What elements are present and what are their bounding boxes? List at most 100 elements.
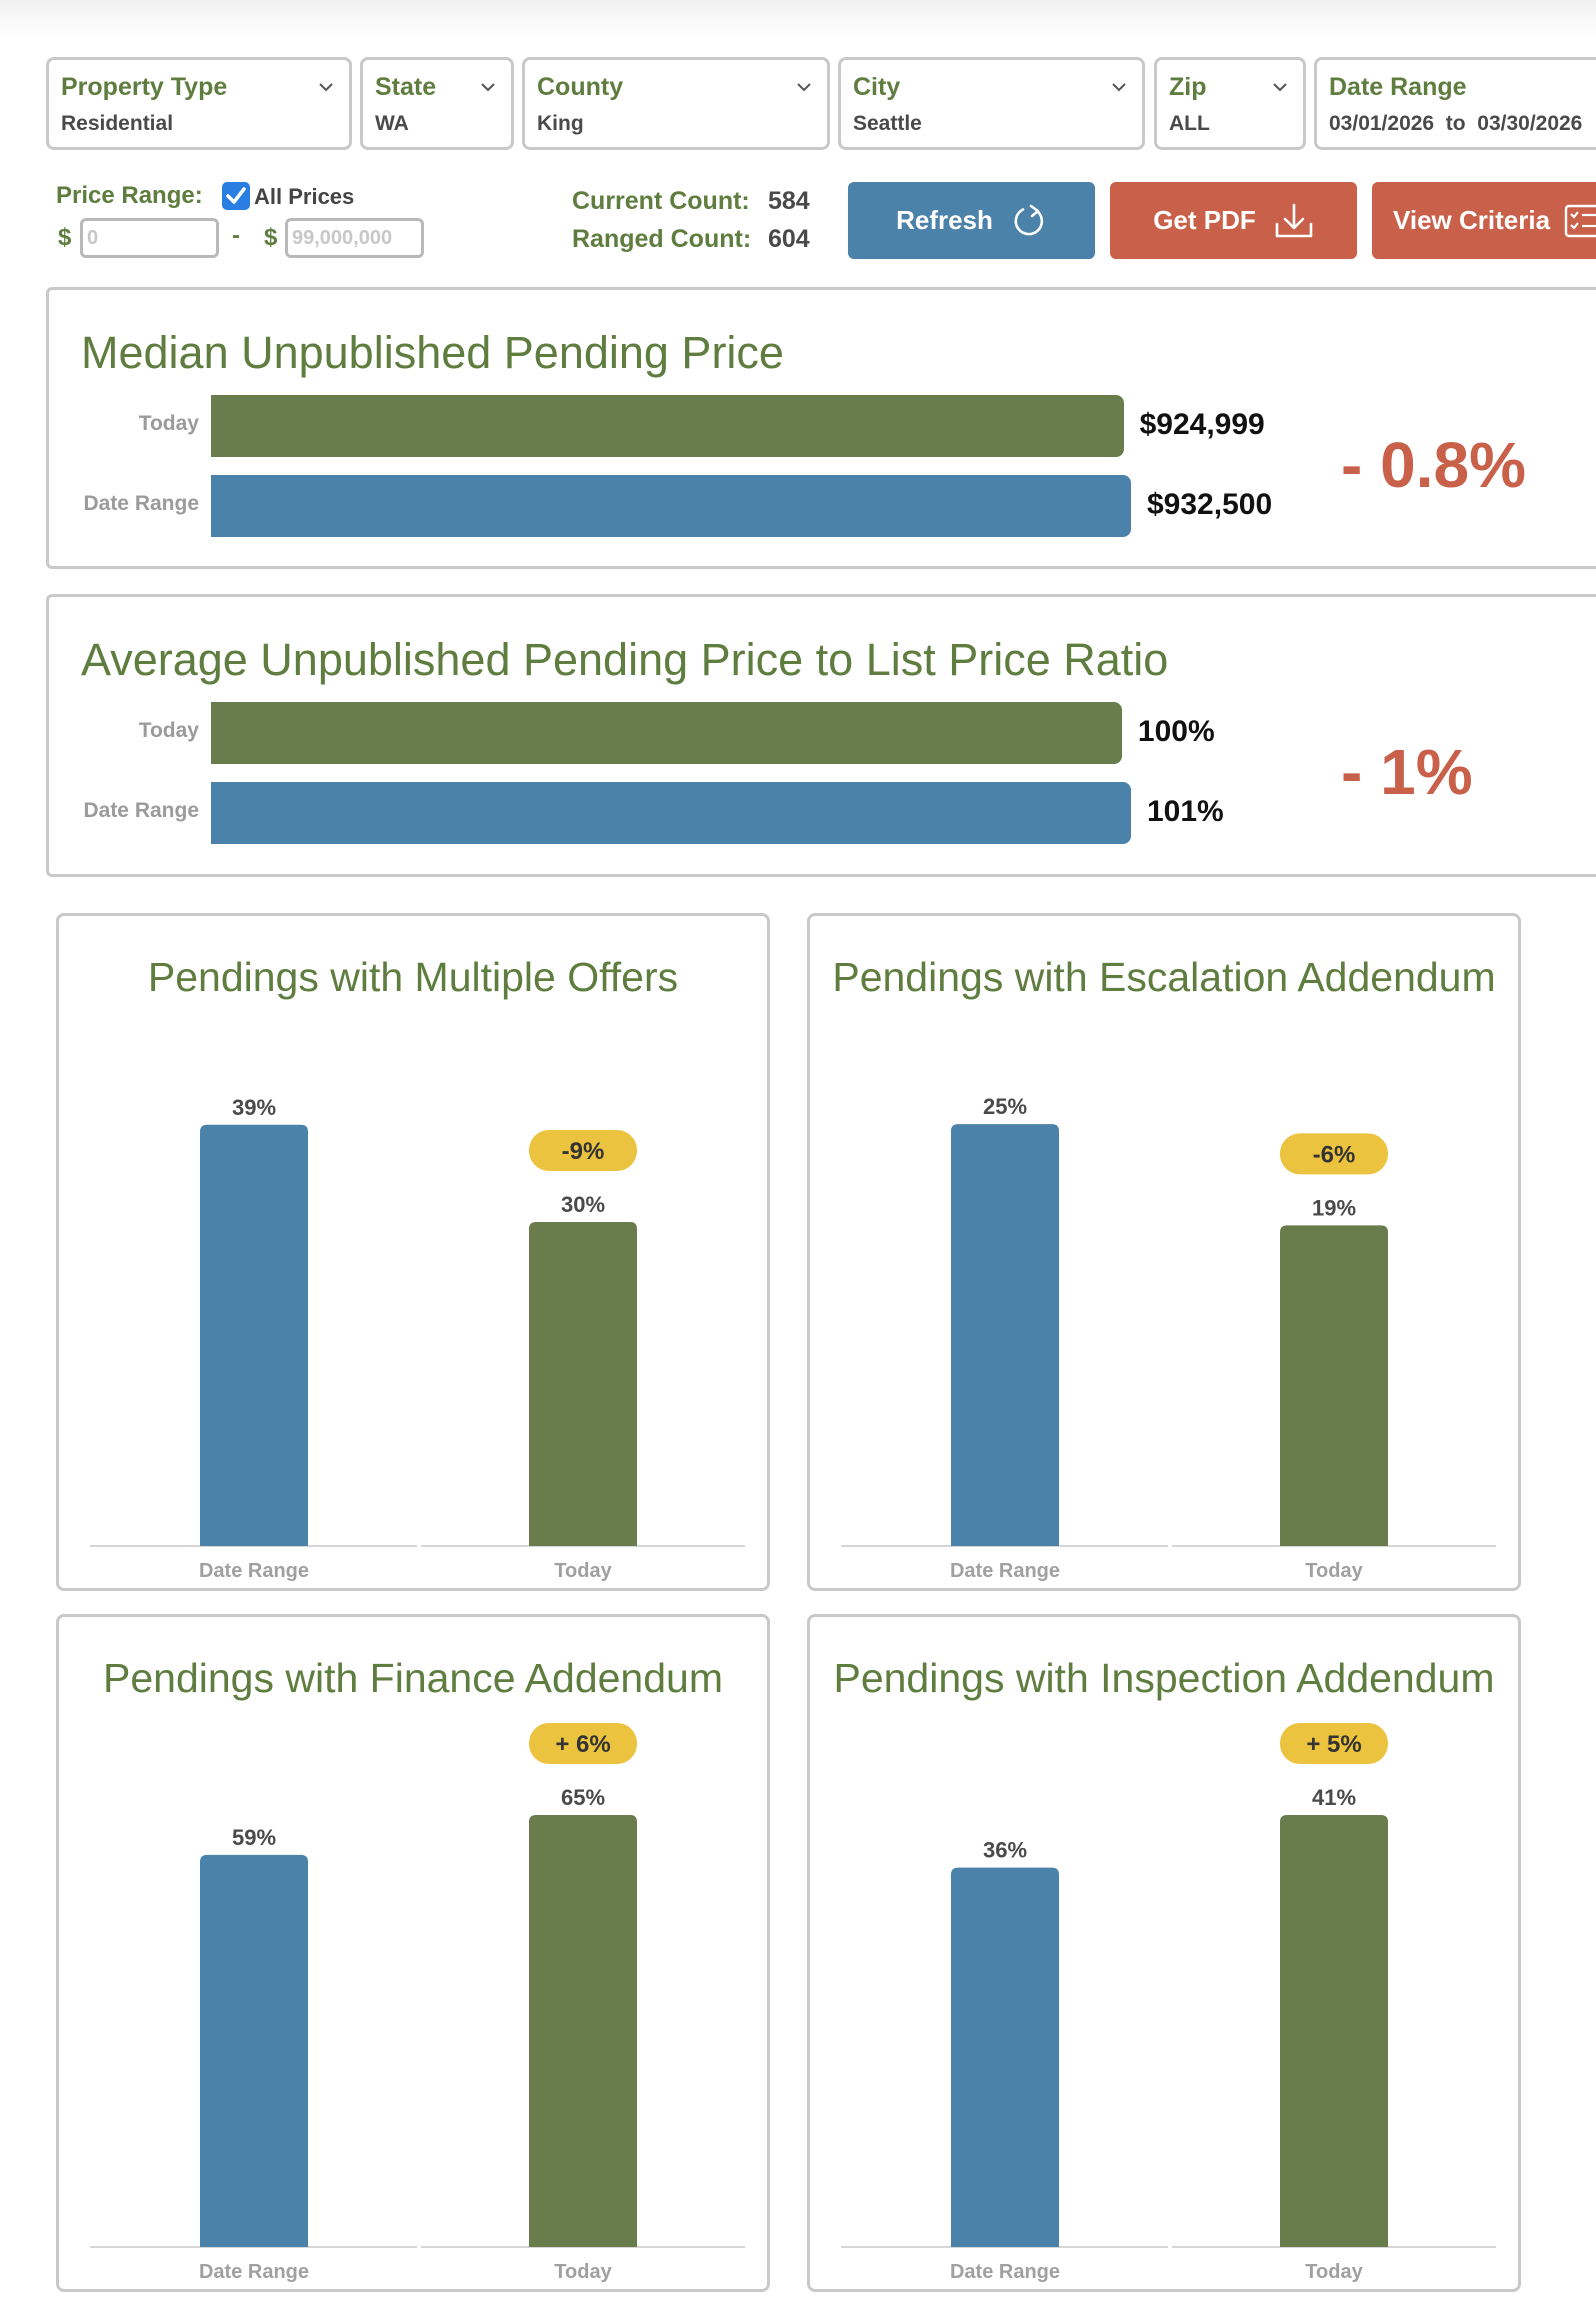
change-badge-label: + 6% — [555, 1731, 610, 1758]
median-price-panel: Median Unpublished Pending Price Today $… — [46, 287, 1596, 569]
chevron-down-icon — [481, 83, 495, 92]
checklist-icon — [1564, 204, 1596, 237]
zip-dropdown[interactable]: Zip ALL — [1154, 57, 1306, 150]
category-label: Today — [1305, 1560, 1363, 1582]
chevron-down-icon — [1273, 83, 1287, 92]
city-dropdown[interactable]: City Seattle — [838, 57, 1145, 150]
zip-label: Zip — [1169, 73, 1207, 101]
county-label: County — [537, 73, 624, 101]
property-type-label: Property Type — [61, 73, 228, 101]
change-badge-label: -9% — [562, 1138, 605, 1165]
chevron-down-icon — [1112, 83, 1126, 92]
date-range-value: $932,500 — [1147, 488, 1273, 521]
chevron-down-icon — [319, 83, 333, 92]
zip-value: ALL — [1169, 112, 1210, 135]
category-label: Today — [554, 2261, 612, 2283]
top-shadow — [0, 0, 1596, 38]
current-count-value: 584 — [768, 187, 810, 215]
state-value: WA — [375, 112, 409, 135]
chart-title: Pendings with Inspection Addendum — [833, 1655, 1495, 1701]
bar-date-range — [951, 1124, 1059, 1546]
refresh-button[interactable]: Refresh — [848, 182, 1095, 259]
bar-value-label: 36% — [983, 1838, 1027, 1863]
category-label: Date Range — [199, 2261, 309, 2283]
multiple-offers-chart: 39% Date Range 30% Today -9% — [90, 1095, 745, 1582]
ranged-count-value: 604 — [768, 225, 810, 253]
download-icon — [1275, 203, 1313, 237]
refresh-label: Refresh — [896, 205, 993, 235]
all-prices-label: All Prices — [254, 184, 355, 209]
city-label: City — [853, 73, 901, 101]
current-count-label: Current Count: — [572, 187, 750, 215]
today-label: Today — [138, 412, 199, 435]
price-ratio-panel: Average Unpublished Pending Price to Lis… — [46, 594, 1596, 877]
property-type-value: Residential — [61, 112, 174, 135]
view-criteria-button[interactable]: View Criteria — [1372, 182, 1596, 259]
bar-date-range — [951, 1867, 1059, 2247]
bar-value-label: 30% — [561, 1192, 605, 1217]
chevron-down-icon — [797, 83, 811, 92]
county-value: King — [537, 112, 584, 135]
date-range-bar — [211, 475, 1131, 537]
category-label: Today — [1305, 2261, 1363, 2283]
price-ratio-title: Average Unpublished Pending Price to Lis… — [81, 634, 1169, 685]
state-dropdown[interactable]: State WA — [360, 57, 514, 150]
bar-value-label: 41% — [1312, 1785, 1356, 1810]
category-label: Date Range — [199, 1560, 309, 1582]
bar-today — [529, 1222, 637, 1546]
chart-title: Pendings with Multiple Offers — [147, 954, 679, 1000]
inspection-addendum-card: Pendings with Inspection Addendum 36% Dat… — [807, 1614, 1521, 2292]
bar-today — [1280, 1815, 1388, 2247]
bar-date-range — [200, 1854, 308, 2247]
bar-date-range — [200, 1124, 308, 1546]
county-dropdown[interactable]: County King — [522, 57, 830, 150]
category-label: Date Range — [950, 1560, 1060, 1582]
currency-symbol: $ — [58, 224, 72, 251]
bar-value-label: 19% — [1312, 1195, 1356, 1220]
checkmark-icon — [226, 187, 246, 204]
chart-title: Pendings with Finance Addendum — [103, 1655, 723, 1701]
date-range-label: Date Range — [1329, 73, 1467, 101]
finance-addendum-card: Pendings with Finance Addendum 59% Date R… — [56, 1614, 770, 2292]
date-range-dropdown[interactable]: Date Range 03/01/2026 to 03/30/2026 — [1314, 57, 1596, 150]
inspection-addendum-chart: 36% Date Range 41% Today + 5% — [841, 1723, 1496, 2283]
chart-title: Pendings with Escalation Addendum — [832, 954, 1496, 1000]
change-badge-label: + 5% — [1306, 1731, 1361, 1758]
category-label: Today — [554, 1560, 612, 1582]
bar-value-label: 65% — [561, 1785, 605, 1810]
view-criteria-label: View Criteria — [1393, 205, 1551, 235]
multiple-offers-card: Pendings with Multiple Offers 39% Date Ra… — [56, 913, 770, 1591]
bar-value-label: 59% — [232, 1825, 276, 1850]
date-range-value: 101% — [1147, 795, 1224, 828]
median-change: - 0.8% — [1341, 429, 1526, 501]
range-separator: - — [232, 222, 240, 249]
today-bar — [211, 395, 1124, 457]
city-value: Seattle — [853, 112, 922, 135]
change-badge — [1280, 1723, 1388, 1764]
change-badge — [529, 1130, 637, 1171]
currency-symbol: $ — [264, 224, 278, 251]
escalation-addendum-card: Pendings with Escalation Addendum 25% Dat… — [807, 913, 1521, 1591]
date-range-label: Date Range — [83, 492, 199, 515]
today-value: 100% — [1137, 715, 1215, 748]
min-price-input[interactable]: 0 — [80, 218, 219, 258]
get-pdf-button[interactable]: Get PDF — [1110, 182, 1357, 259]
ratio-change: - 1% — [1341, 736, 1473, 808]
state-label: State — [375, 73, 437, 101]
price-range-label: Price Range: — [56, 182, 203, 209]
ranged-count-label: Ranged Count: — [572, 225, 752, 253]
change-badge — [1280, 1133, 1388, 1175]
change-badge-label: -6% — [1313, 1141, 1356, 1168]
today-value: $924,999 — [1139, 408, 1265, 441]
median-price-title: Median Unpublished Pending Price — [81, 327, 784, 378]
all-prices-checkbox[interactable] — [222, 182, 250, 210]
escalation-addendum-chart: 25% Date Range 19% Today -6% — [841, 1094, 1496, 1582]
property-type-dropdown[interactable]: Property Type Residential — [46, 57, 352, 150]
today-bar — [211, 702, 1122, 764]
change-badge — [529, 1723, 637, 1764]
date-range-value: 03/01/2026 to 03/30/2026 — [1329, 112, 1583, 135]
date-range-label: Date Range — [83, 799, 199, 822]
max-price-input[interactable]: 99,000,000 — [285, 218, 424, 258]
bar-value-label: 39% — [232, 1095, 276, 1120]
today-label: Today — [138, 719, 199, 742]
